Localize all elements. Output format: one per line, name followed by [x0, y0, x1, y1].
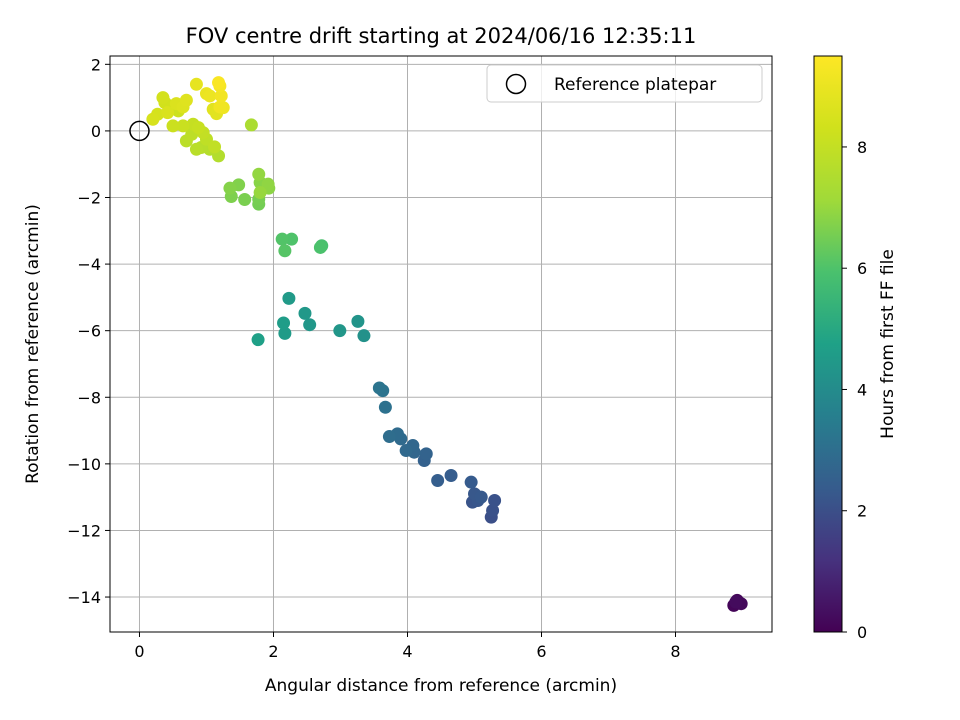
data-point [313, 240, 327, 254]
data-point [261, 177, 275, 191]
y-tick-label: −2 [77, 189, 101, 208]
legend-box [486, 64, 763, 103]
data-point [399, 444, 413, 458]
data-point [444, 469, 458, 483]
data-point [189, 142, 203, 156]
data-point [277, 316, 291, 330]
data-point [282, 291, 296, 305]
data-point [285, 232, 299, 246]
y-tick-label: 0 [91, 122, 101, 141]
grid-lines [110, 56, 772, 632]
y-tick-label: 2 [91, 55, 101, 74]
data-point [146, 112, 160, 126]
data-point [486, 503, 500, 517]
colorbar-tick-label: 4 [857, 380, 867, 399]
data-point [208, 140, 222, 154]
x-tick-label: 0 [134, 642, 144, 661]
data-point [203, 89, 217, 103]
data-point [189, 77, 203, 91]
legend: Reference platepar [486, 64, 763, 103]
data-point [161, 106, 175, 120]
data-point [275, 232, 289, 246]
legend-marker [505, 73, 527, 95]
data-point [357, 329, 371, 343]
data-point [223, 181, 237, 195]
data-point [474, 490, 488, 504]
y-tick-label: −4 [77, 255, 101, 274]
data-point [251, 333, 265, 347]
data-point [351, 314, 365, 328]
colorbar-tick-label: 6 [857, 259, 867, 278]
scatter-points [146, 76, 748, 612]
x-tick-label: 8 [670, 642, 680, 661]
data-point [464, 475, 478, 489]
data-point [333, 324, 347, 338]
plot-area: 0 2 4 6 8 2 0 −2 −4 −6 −8 −10 −12 −14 [67, 55, 773, 661]
data-point [156, 91, 170, 105]
y-axis-ticks: 2 0 −2 −4 −6 −8 −10 −12 −14 [67, 55, 110, 607]
x-axis-ticks: 0 2 4 6 8 [134, 632, 681, 661]
data-point [191, 121, 205, 135]
data-point [212, 76, 226, 90]
data-point [244, 118, 258, 132]
data-point [252, 167, 266, 181]
data-point [214, 89, 228, 103]
x-tick-label: 4 [402, 642, 412, 661]
data-point [372, 381, 386, 395]
y-tick-label: −8 [77, 388, 101, 407]
data-point [176, 119, 190, 133]
colorbar-tick-label: 0 [857, 623, 867, 642]
data-point [253, 186, 267, 200]
data-point [382, 430, 396, 444]
colorbar-gradient [814, 56, 842, 632]
y-tick-label: −10 [67, 455, 101, 474]
data-point [303, 318, 317, 332]
x-tick-label: 6 [536, 642, 546, 661]
data-point [378, 400, 392, 414]
data-point [238, 193, 252, 207]
data-point [278, 326, 292, 340]
data-point [431, 474, 445, 488]
y-tick-label: −14 [67, 588, 101, 607]
reference-platepar-marker [129, 120, 150, 142]
x-tick-label: 2 [268, 642, 278, 661]
y-tick-label: −12 [67, 521, 101, 540]
colorbar-frame [813, 55, 843, 633]
y-tick-label: −6 [77, 322, 101, 341]
data-point [166, 119, 180, 133]
colorbar: 0 2 4 6 8 Hours from first FF file [813, 55, 898, 642]
data-point [213, 100, 227, 114]
data-point [729, 595, 743, 609]
data-point [278, 244, 292, 258]
plot-frame [109, 55, 773, 633]
data-point [179, 93, 193, 107]
colorbar-tick-label: 8 [857, 138, 867, 157]
data-point [298, 306, 312, 320]
colorbar-ticks: 0 2 4 6 8 [842, 138, 867, 642]
legend-entry-reference: Reference platepar [554, 75, 716, 95]
y-axis-label: Rotation from reference (arcmin) [23, 204, 43, 484]
data-point [419, 447, 433, 461]
data-point [488, 493, 502, 507]
colorbar-label: Hours from first FF file [878, 249, 898, 439]
chart-title: FOV centre drift starting at 2024/06/16 … [186, 24, 697, 48]
x-axis-label: Angular distance from reference (arcmin) [265, 676, 617, 696]
colorbar-tick-label: 2 [857, 502, 867, 521]
